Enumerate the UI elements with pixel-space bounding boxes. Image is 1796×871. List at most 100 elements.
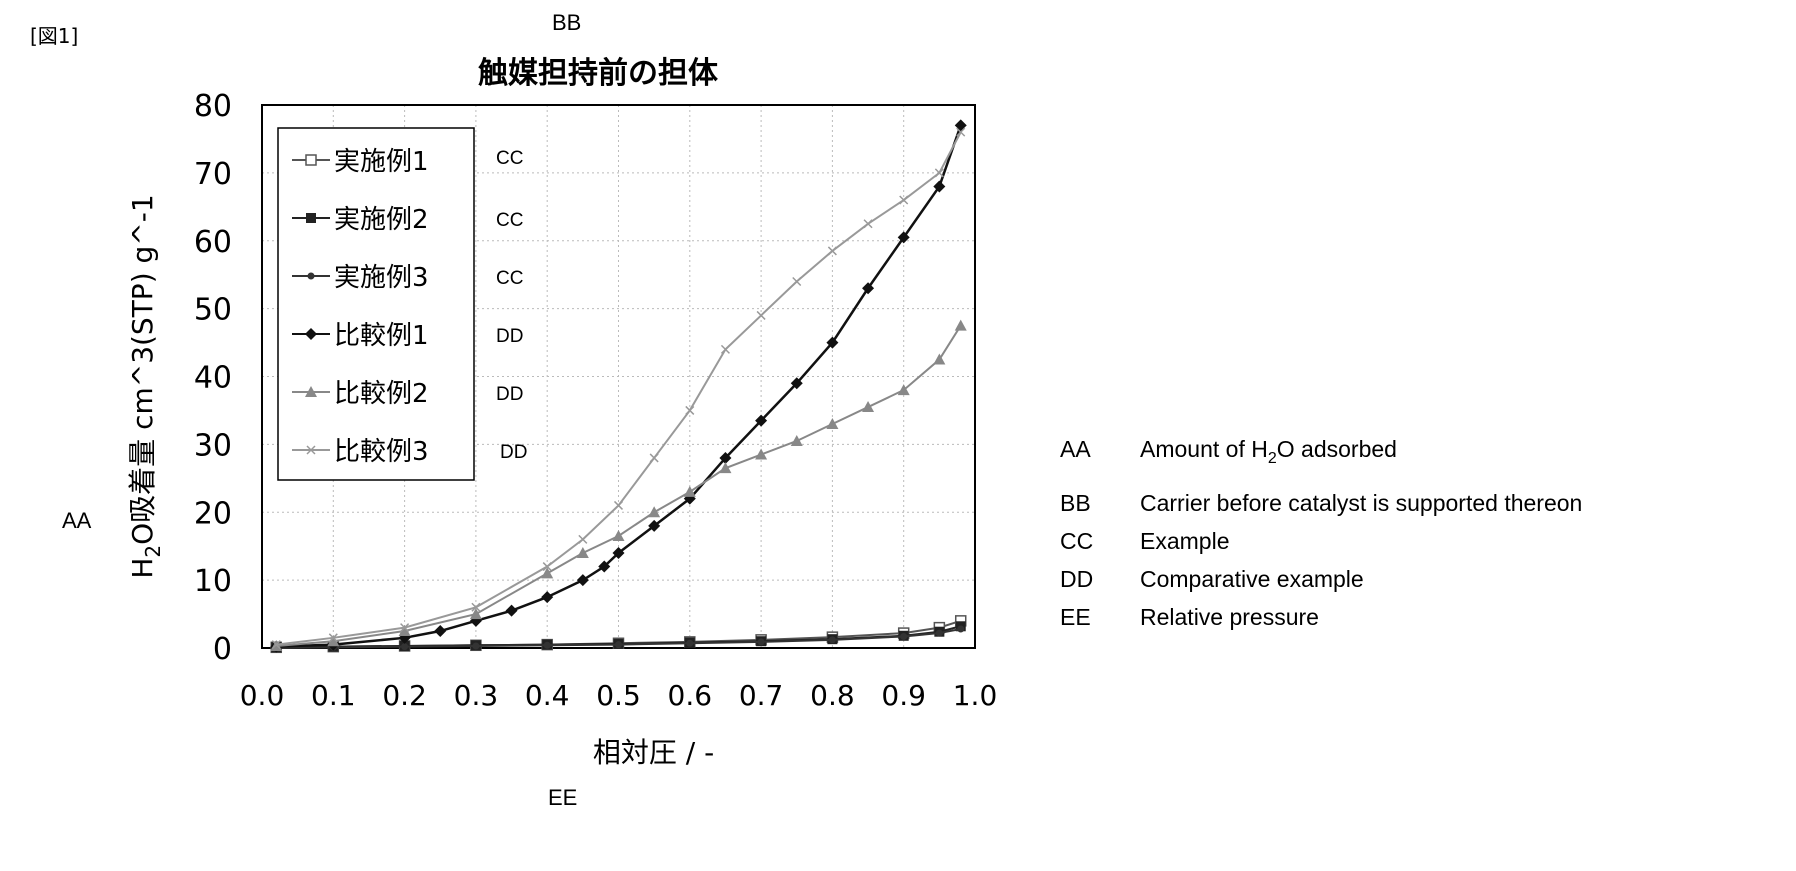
legend-box xyxy=(277,127,475,481)
data-point-s3 xyxy=(472,642,480,650)
data-point-s4 xyxy=(755,414,768,427)
data-point-s6 xyxy=(685,405,695,415)
data-point-s3 xyxy=(957,625,965,633)
glossary-code: CC xyxy=(1060,528,1094,554)
data-point-s5 xyxy=(576,546,589,558)
data-point-s5 xyxy=(648,506,661,518)
legend-marker xyxy=(306,445,316,455)
ylabel-code-marker: AA xyxy=(62,508,92,533)
data-point-s4 xyxy=(505,604,518,617)
data-point-s3 xyxy=(828,636,836,644)
glossary-desc: Example xyxy=(1140,528,1230,554)
data-point-s4 xyxy=(541,591,554,604)
data-point-s6 xyxy=(720,344,730,354)
data-point-s4 xyxy=(933,180,946,193)
data-point-s6 xyxy=(542,562,552,572)
data-point-s5 xyxy=(826,418,839,430)
data-point-s6 xyxy=(400,623,410,633)
glossary-desc: Carrier before catalyst is supported the… xyxy=(1140,490,1583,516)
legend-marker xyxy=(307,272,315,280)
data-point-s6 xyxy=(578,534,588,544)
data-point-s4 xyxy=(790,377,803,390)
data-point-s5 xyxy=(933,353,946,365)
y-tick-label: 30 xyxy=(194,428,232,463)
data-point-s3 xyxy=(401,643,409,651)
data-point-s6 xyxy=(471,602,481,612)
legend-entry-code: DD xyxy=(496,326,523,347)
legend-marker xyxy=(305,154,317,166)
legend-entry-code: CC xyxy=(496,210,523,231)
x-tick-label: 0.1 xyxy=(311,679,356,712)
chart-title: 触媒担持前の担体 xyxy=(478,56,718,91)
data-point-s6 xyxy=(328,633,338,643)
data-point-s4 xyxy=(954,119,967,132)
data-point-s5 xyxy=(541,567,554,579)
legend-entry-label: 比較例3 xyxy=(334,437,429,467)
legend-entry-label: 実施例2 xyxy=(334,205,429,235)
y-axis-label: H2O吸着量 cm^3(STP) g^-1 xyxy=(126,194,165,578)
data-point-s5 xyxy=(790,434,803,446)
data-point-s5 xyxy=(954,319,967,331)
legend-entry-label: 比較例1 xyxy=(334,321,429,351)
figure-label: [図1] xyxy=(30,24,79,48)
data-point-s4 xyxy=(598,560,611,573)
x-tick-label: 0.2 xyxy=(382,679,427,712)
x-tick-label: 0.3 xyxy=(454,679,499,712)
data-point-s4 xyxy=(826,336,839,349)
x-tick-label: 0.8 xyxy=(810,679,855,712)
glossary-code: AA xyxy=(1060,436,1091,462)
legend-marker xyxy=(306,213,316,223)
x-axis-label: 相対圧 / - xyxy=(593,736,714,769)
data-point-s5 xyxy=(612,530,625,542)
y-tick-label: 60 xyxy=(194,225,232,260)
glossary-desc: Amount of H2O adsorbed xyxy=(1140,436,1397,467)
x-tick-label: 0.9 xyxy=(881,679,926,712)
data-point-s4 xyxy=(862,282,875,295)
data-point-s5 xyxy=(469,608,482,620)
data-point-s5 xyxy=(683,485,696,497)
y-tick-label: 70 xyxy=(194,157,232,192)
data-point-s3 xyxy=(900,632,908,640)
data-point-s4 xyxy=(576,574,589,587)
data-point-s6 xyxy=(792,276,802,287)
series-line-4 xyxy=(276,124,962,648)
series-line-3 xyxy=(276,628,961,649)
y-tick-label: 20 xyxy=(194,496,232,531)
legend-marker xyxy=(305,328,317,340)
legend-entry-code: DD xyxy=(496,384,523,405)
legend-entry-code: DD xyxy=(500,442,527,463)
data-point-s4 xyxy=(719,451,732,464)
data-point-s3 xyxy=(935,629,943,637)
data-point-s3 xyxy=(615,641,622,649)
x-tick-label: 0.5 xyxy=(596,679,641,712)
data-point-s6 xyxy=(956,127,966,137)
y-tick-label: 0 xyxy=(213,632,232,667)
data-point-s6 xyxy=(756,310,766,320)
legend-marker xyxy=(305,386,317,397)
y-tick-label: 40 xyxy=(194,361,232,396)
data-point-s5 xyxy=(327,635,340,647)
legend-entry-label: 実施例3 xyxy=(334,263,429,293)
y-tick-label: 80 xyxy=(194,89,232,124)
glossary-code: BB xyxy=(1060,490,1091,516)
data-point-s6 xyxy=(649,453,659,463)
legend-entry-label: 実施例1 xyxy=(334,147,429,177)
data-point-s4 xyxy=(897,231,910,244)
glossary-desc: Relative pressure xyxy=(1140,604,1319,630)
x-tick-label: 0.0 xyxy=(240,679,285,712)
data-point-s5 xyxy=(719,462,732,474)
data-point-s5 xyxy=(862,401,875,413)
data-point-s4 xyxy=(434,625,447,638)
data-point-s3 xyxy=(543,641,551,649)
legend-entry-code: CC xyxy=(496,268,523,289)
data-point-s5 xyxy=(897,384,910,396)
x-tick-label: 0.4 xyxy=(525,679,570,712)
data-point-s3 xyxy=(757,638,765,646)
y-tick-label: 10 xyxy=(194,564,232,599)
title-code-marker: BB xyxy=(552,10,582,35)
legend-entry-code: CC xyxy=(496,148,523,169)
data-point-s4 xyxy=(648,519,661,532)
legend-entry-label: 比較例2 xyxy=(334,379,429,409)
glossary-code: EE xyxy=(1060,604,1091,630)
